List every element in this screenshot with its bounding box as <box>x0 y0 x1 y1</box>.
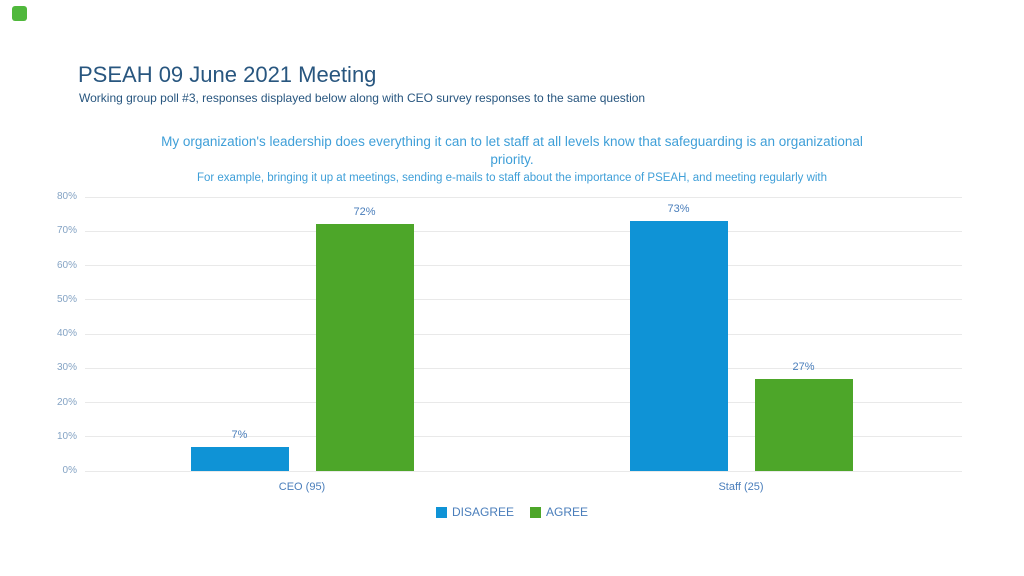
bar-value-label: 73% <box>667 202 690 215</box>
page-subtitle: Working group poll #3, responses display… <box>79 91 646 105</box>
bar-disagree-2 <box>629 220 728 471</box>
legend-swatch-icon <box>530 506 541 518</box>
gridline <box>85 470 962 472</box>
bar-value-label: 72% <box>353 206 376 219</box>
chart-title: My organization's leadership does everyt… <box>0 133 1024 186</box>
gridline <box>85 402 962 403</box>
x-category-label: Staff (25) <box>718 481 764 493</box>
chart-title-line-1: My organization's leadership does everyt… <box>161 134 863 149</box>
legend-swatch-icon <box>435 506 447 518</box>
legend-item-disagree: DISAGREE <box>435 505 514 519</box>
chart-legend: DISAGREE AGREE <box>0 505 1024 519</box>
legend-label: AGREE <box>546 505 589 519</box>
bar-agree-2 <box>754 378 853 471</box>
gridline <box>85 196 962 198</box>
chart-subtitle: For example, bringing it up at meetings,… <box>196 172 828 184</box>
y-axis-tick-label: 70% <box>56 225 77 237</box>
bar-value-label: 27% <box>792 360 815 373</box>
y-axis-tick-label: 80% <box>56 191 77 202</box>
y-axis-tick-label: 40% <box>56 328 77 339</box>
corner-logo-square <box>12 6 27 21</box>
y-axis-tick-label: 30% <box>56 362 77 374</box>
y-axis-tick-label: 60% <box>56 259 77 271</box>
bar-agree-1 <box>315 224 414 471</box>
page-title: PSEAH 09 June 2021 Meeting <box>78 62 377 87</box>
gridline <box>85 299 962 301</box>
x-category-label: CEO (95) <box>278 481 326 493</box>
gridline <box>85 265 962 266</box>
gridline <box>85 367 962 369</box>
y-axis-tick-label: 20% <box>56 396 77 408</box>
legend-item-agree: AGREE <box>530 505 588 519</box>
gridline <box>85 436 962 438</box>
bar-disagree-1 <box>190 447 289 471</box>
y-axis-tick-label: 0% <box>62 465 77 476</box>
y-axis-tick-label: 10% <box>56 430 77 442</box>
gridline <box>85 333 962 335</box>
gridline <box>85 230 962 232</box>
legend-label: DISAGREE <box>451 505 514 519</box>
bar-value-label: 7% <box>231 429 248 442</box>
chart-title-line-2: priority. <box>490 152 534 167</box>
y-axis-tick-label: 50% <box>56 293 77 305</box>
